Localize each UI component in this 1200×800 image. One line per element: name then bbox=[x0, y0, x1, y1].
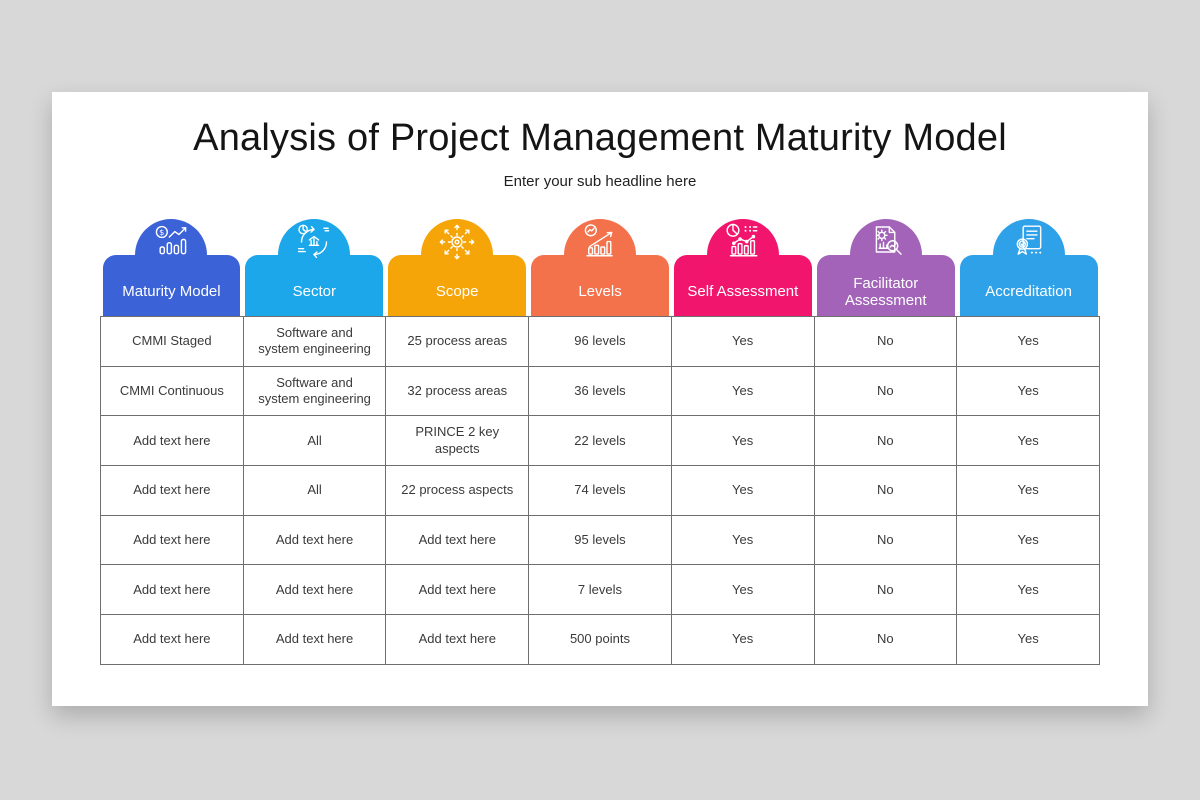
table-row: Add text here All 22 process aspects 74 lev… bbox=[100, 465, 1100, 516]
table-cell: Yes bbox=[670, 365, 815, 417]
table-cell: Yes bbox=[670, 564, 815, 616]
table-cell: CMMI Staged bbox=[100, 316, 244, 367]
table-row: Add text here All PRINCE 2 key aspects 22 l… bbox=[100, 415, 1100, 467]
table-cell: Add text here bbox=[100, 614, 244, 665]
table-cell: Add text here bbox=[100, 415, 244, 467]
column-header-label: Facilitator Assessment bbox=[844, 274, 927, 309]
slide-subtitle: Enter your sub headline here bbox=[503, 173, 697, 191]
column-header-label: Levels bbox=[578, 283, 622, 301]
table-cell: 95 levels bbox=[528, 514, 672, 566]
table-row: Add text here Add text here Add text here 5… bbox=[100, 614, 1100, 665]
column-header-label: Sector bbox=[292, 283, 336, 301]
table-cell: No bbox=[813, 415, 958, 467]
svg-text:$: $ bbox=[160, 227, 165, 237]
column-header-cell-facilitator-assessment: Facilitator Assessment bbox=[814, 219, 957, 316]
table-cell: 7 levels bbox=[528, 564, 672, 616]
table-cell: No bbox=[813, 564, 958, 616]
table-cell: 32 process areas bbox=[385, 365, 530, 417]
table-cell: All bbox=[242, 415, 387, 467]
table-cell: Add text here bbox=[385, 614, 530, 665]
column-header-scope: Scope bbox=[388, 219, 527, 316]
table-cell: 96 levels bbox=[528, 316, 672, 367]
table-cell: Yes bbox=[670, 316, 815, 367]
column-header-label: Scope bbox=[435, 283, 479, 301]
table-cell: No bbox=[813, 316, 958, 367]
column-header-dome bbox=[706, 219, 779, 291]
table-cell: 74 levels bbox=[528, 465, 672, 516]
table-cell: Yes bbox=[956, 365, 1100, 417]
column-header-maturity-model: $ Maturity Model bbox=[102, 219, 241, 316]
column-header-label: Accreditation bbox=[985, 283, 1072, 301]
table-row: Add text here Add text here Add text here 9… bbox=[100, 514, 1100, 566]
table-cell: 36 levels bbox=[528, 365, 672, 417]
sector-cycle-icon bbox=[294, 222, 334, 262]
finance-growth-icon: $ bbox=[151, 222, 191, 262]
column-header-cell-self-assessment: Self Assessment bbox=[671, 219, 814, 316]
table-cell: Yes bbox=[956, 415, 1100, 467]
maturity-data-table: CMMI Staged Software and system engineeri… bbox=[100, 316, 1100, 665]
table-cell: Yes bbox=[670, 415, 815, 467]
table-cell: Add text here bbox=[242, 514, 387, 566]
column-header-facilitator-assessment: Facilitator Assessment bbox=[816, 219, 955, 316]
column-header-label: Self Assessment bbox=[687, 283, 799, 301]
table-row: CMMI Staged Software and system engineeri… bbox=[100, 316, 1100, 367]
column-header-self-assessment: Self Assessment bbox=[673, 219, 812, 316]
table-row: CMMI Continuous Software and system engin… bbox=[100, 365, 1100, 417]
table-cell: Yes bbox=[956, 465, 1100, 516]
maturity-table-board: $ Maturity Model Sector bbox=[100, 219, 1100, 665]
table-cell: 22 process aspects bbox=[385, 465, 530, 516]
table-cell: 22 levels bbox=[528, 415, 672, 467]
table-cell: 25 process areas bbox=[385, 316, 530, 367]
column-header-label: Maturity Model bbox=[122, 283, 221, 301]
table-cell: Yes bbox=[956, 564, 1100, 616]
table-cell: All bbox=[242, 465, 387, 516]
table-cell: Add text here bbox=[385, 514, 530, 566]
table-cell: PRINCE 2 key aspects bbox=[385, 415, 530, 467]
column-header-cell-accreditation: Accreditation bbox=[957, 219, 1100, 316]
table-cell: Add text here bbox=[100, 465, 244, 516]
column-headers: $ Maturity Model Sector bbox=[100, 219, 1100, 316]
table-cell: 500 points bbox=[528, 614, 672, 665]
table-cell: No bbox=[813, 465, 958, 516]
column-header-dome bbox=[849, 219, 922, 291]
table-cell: Add text here bbox=[242, 564, 387, 616]
table-cell: Yes bbox=[670, 514, 815, 566]
table-cell: Yes bbox=[670, 465, 815, 516]
slide-title: Analysis of Project Management Maturity … bbox=[193, 117, 1007, 159]
table-cell: No bbox=[813, 365, 958, 417]
table-cell: Yes bbox=[670, 614, 815, 665]
table-cell: Yes bbox=[956, 316, 1100, 367]
levels-growth-chart-icon bbox=[580, 222, 620, 262]
column-header-dome bbox=[564, 219, 636, 291]
scope-expand-gear-icon bbox=[437, 222, 477, 262]
self-assessment-chart-icon bbox=[723, 222, 763, 262]
facilitator-review-icon bbox=[866, 222, 906, 262]
column-header-cell-sector: Sector bbox=[243, 219, 386, 316]
accreditation-certificate-icon bbox=[1009, 222, 1049, 262]
column-header-accreditation: Accreditation bbox=[959, 219, 1098, 316]
table-cell: Add text here bbox=[100, 564, 244, 616]
table-cell: Yes bbox=[956, 614, 1100, 665]
data-table-body: CMMI Staged Software and system engineeri… bbox=[100, 316, 1100, 665]
table-cell: Software and system engineering bbox=[242, 365, 387, 417]
table-cell: Software and system engineering bbox=[242, 316, 387, 367]
column-header-dome bbox=[135, 219, 208, 291]
slide-card: Analysis of Project Management Maturity … bbox=[52, 92, 1148, 706]
column-header-cell-scope: Scope bbox=[386, 219, 529, 316]
table-cell: Add text here bbox=[242, 614, 387, 665]
table-cell: CMMI Continuous bbox=[100, 365, 244, 417]
table-cell: No bbox=[813, 514, 958, 566]
table-cell: Add text here bbox=[100, 514, 244, 566]
column-header-cell-levels: Levels bbox=[529, 219, 672, 316]
column-header-cell-maturity-model: $ Maturity Model bbox=[100, 219, 243, 316]
table-cell: No bbox=[813, 614, 958, 665]
table-cell: Add text here bbox=[385, 564, 530, 616]
table-row: Add text here Add text here Add text here 7… bbox=[100, 564, 1100, 616]
column-header-sector: Sector bbox=[245, 219, 384, 316]
column-header-levels: Levels bbox=[531, 219, 669, 316]
table-cell: Yes bbox=[956, 514, 1100, 566]
